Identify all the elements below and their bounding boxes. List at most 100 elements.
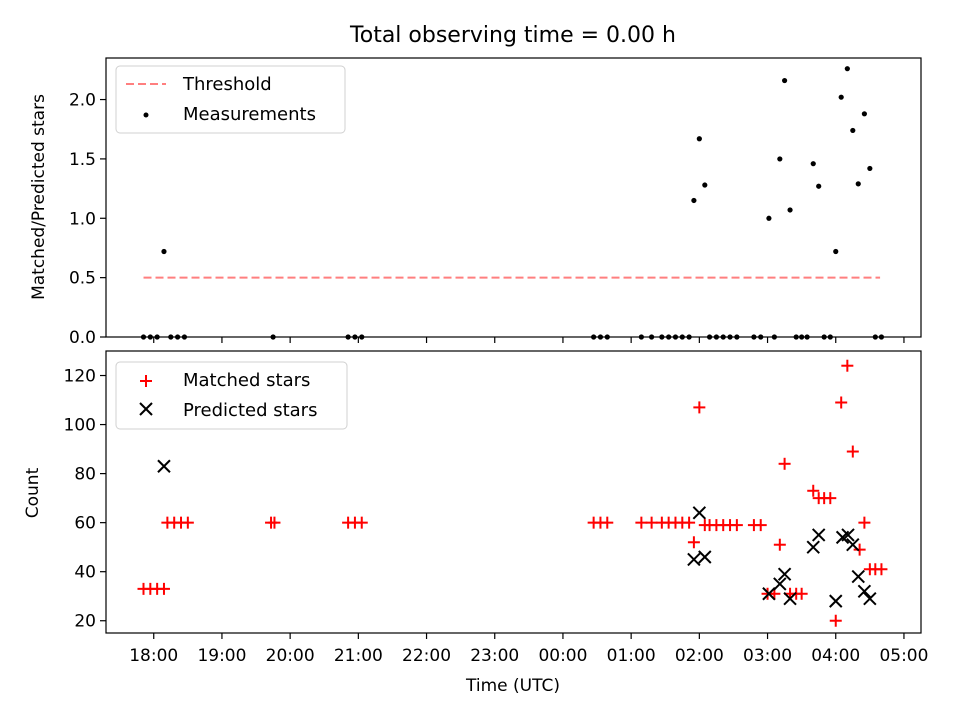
- x-tick-label: 19:00: [197, 646, 246, 666]
- predicted-star-point: [777, 567, 792, 581]
- bottom-y-axis-label: Count: [23, 467, 43, 518]
- top-x-ticks: [153, 337, 905, 343]
- matched-star-point: [795, 587, 808, 600]
- matched-star-point: [687, 536, 700, 549]
- x-tick-label: 04:00: [811, 646, 860, 666]
- matched-star-point: [841, 359, 854, 372]
- measurement-point: [691, 197, 697, 204]
- bottom-x-ticks: 18:00 19:00 20:00 21:00 22:00 23:00 00:00 01:00…: [129, 633, 928, 666]
- x-axis-label: Time (UTC): [465, 676, 560, 696]
- measurement-point: [787, 207, 793, 213]
- predicted-star-point: [829, 594, 843, 608]
- matched-star-point: [635, 516, 648, 529]
- bottom-y-tick-label: 120: [64, 367, 96, 387]
- x-tick-label: 20:00: [266, 646, 315, 666]
- legend-threshold-label: Threshold: [182, 74, 272, 95]
- measurement-point: [810, 161, 816, 167]
- legend-predicted-label: Predicted stars: [183, 400, 317, 421]
- chart-title: Total observing time = 0.00 h: [349, 23, 676, 48]
- measurement-point: [161, 248, 167, 255]
- predicted-star-point: [863, 591, 877, 606]
- measurement-point: [850, 127, 856, 134]
- predicted-star-point: [857, 584, 872, 599]
- predicted-star-point: [698, 550, 712, 564]
- matched-star-point: [829, 614, 842, 627]
- predicted-star-point: [687, 552, 701, 567]
- top-legend: Threshold Measurements: [115, 65, 346, 134]
- measurement-point: [816, 183, 822, 189]
- top-y-ticks: 0.0 0.5 1.0 1.5 2.0: [69, 91, 106, 348]
- matched-star-point: [858, 516, 871, 529]
- top-y-tick-label: 0.0: [69, 328, 96, 348]
- matched-star-point: [730, 519, 743, 532]
- matched-star-point: [355, 516, 368, 529]
- matched-star-point: [693, 401, 706, 414]
- legend-predicted-swatch: [139, 402, 153, 416]
- matched-star-point: [807, 484, 820, 497]
- measurement-point: [781, 77, 788, 84]
- x-tick-label: 18:00: [129, 646, 178, 666]
- matched-star-point: [601, 516, 614, 529]
- top-axes-frame: [105, 57, 922, 338]
- x-tick-label: 21:00: [334, 646, 383, 666]
- bottom-y-tick-label: 40: [74, 563, 96, 583]
- measurement-point: [855, 181, 861, 187]
- predicted-star-point: [783, 591, 797, 606]
- bottom-y-tick-label: 20: [74, 612, 96, 632]
- bottom-y-tick-label: 100: [64, 416, 96, 436]
- bottom-plot-marks: [137, 359, 888, 627]
- top-panel: Total observing time = 0.00 h Matched/Pr…: [29, 23, 922, 348]
- matched-star-point: [268, 516, 281, 529]
- bottom-panel: Count Time (UTC) 20 40 60 80 100 120 18:00 19:…: [23, 350, 928, 696]
- matched-star-point: [778, 457, 791, 470]
- measurement-point: [777, 156, 783, 162]
- matched-star-point: [824, 492, 837, 505]
- predicted-star-point: [773, 577, 787, 591]
- predicted-star-point: [692, 506, 707, 520]
- matched-star-point: [835, 396, 848, 409]
- top-y-tick-label: 0.5: [69, 269, 96, 289]
- x-tick-label: 00:00: [538, 646, 587, 666]
- x-tick-label: 02:00: [675, 646, 724, 666]
- predicted-star-point: [157, 459, 171, 473]
- predicted-star-point: [811, 528, 826, 542]
- bottom-y-tick-label: 80: [74, 465, 96, 485]
- measurement-point: [702, 182, 708, 188]
- legend-matched-label: Matched stars: [183, 370, 310, 391]
- matched-star-point: [773, 538, 786, 551]
- bottom-y-ticks: 20 40 60 80 100 120: [64, 367, 106, 632]
- measurement-point: [838, 94, 844, 100]
- predicted-star-point: [841, 528, 855, 542]
- measurement-point: [844, 66, 850, 72]
- legend-matched-swatch: [140, 375, 152, 387]
- matched-star-point: [754, 519, 767, 532]
- x-tick-label: 01:00: [607, 646, 656, 666]
- legend-measurement-swatch: [143, 112, 149, 118]
- predicted-star-point: [762, 587, 776, 601]
- measurement-point: [696, 136, 702, 142]
- matched-star-point: [875, 563, 888, 576]
- measurement-point: [861, 111, 867, 117]
- bottom-axes-frame: [105, 350, 922, 634]
- x-tick-label: 03:00: [743, 646, 792, 666]
- legend-measurement-label: Measurements: [183, 104, 316, 125]
- matched-star-point: [853, 543, 866, 556]
- x-tick-label: 05:00: [879, 646, 928, 666]
- bottom-y-tick-label: 60: [74, 514, 96, 534]
- x-tick-label: 23:00: [470, 646, 519, 666]
- matched-star-point: [157, 582, 170, 595]
- matched-star-point: [645, 516, 658, 529]
- measurement-point: [867, 165, 873, 172]
- top-y-axis-label: Matched/Predicted stars: [29, 94, 49, 300]
- matched-star-point: [846, 445, 859, 458]
- bottom-legend: Matched stars Predicted stars: [115, 361, 348, 430]
- top-y-tick-label: 2.0: [69, 91, 96, 111]
- predicted-star-point: [846, 538, 860, 552]
- matched-star-point: [683, 516, 696, 529]
- measurement-point: [833, 248, 839, 255]
- predicted-star-point: [806, 540, 820, 554]
- predicted-star-point: [851, 569, 865, 584]
- measurement-point: [766, 215, 772, 221]
- matched-star-point: [181, 516, 194, 529]
